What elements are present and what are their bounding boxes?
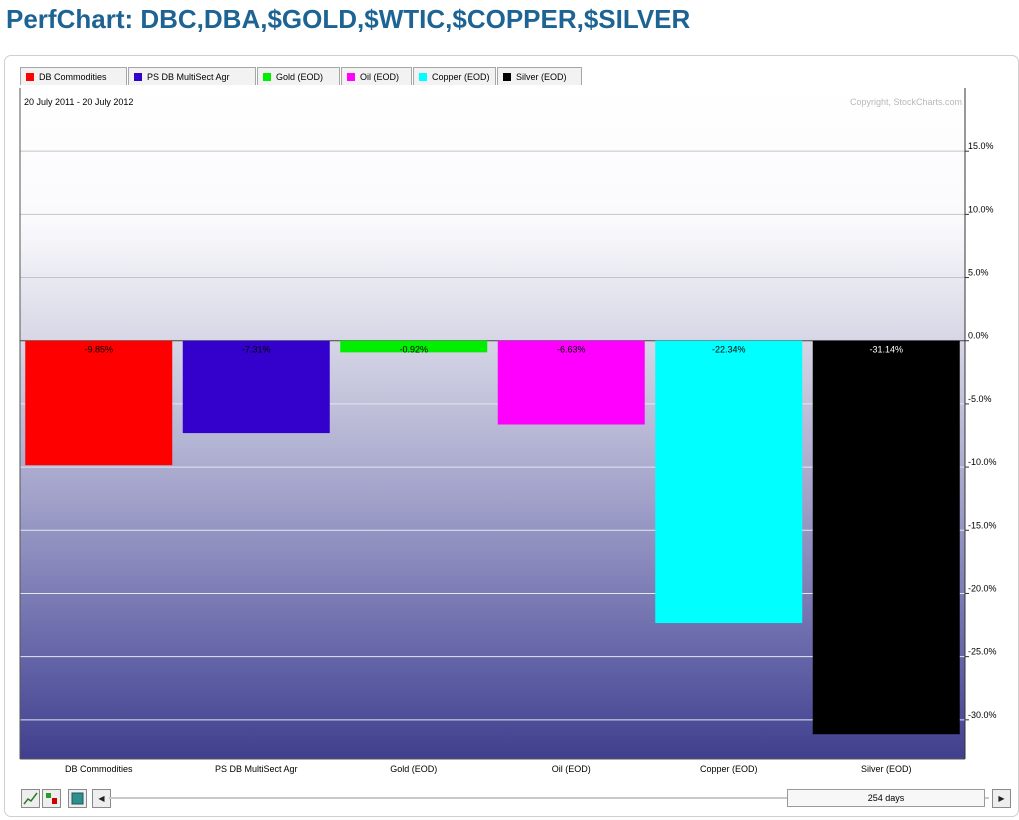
page-title: PerfChart: DBC,DBA,$GOLD,$WTIC,$COPPER,$… [6,4,691,34]
legend-label: Copper (EOD) [432,71,490,82]
days-slider[interactable]: 254 days [787,789,985,807]
legend-item[interactable]: PS DB MultiSect Agr [128,67,256,85]
y-tick-label: -15.0% [968,520,997,530]
y-axis: 15.0% 10.0% 5.0% 0.0% -5.0% -10.0% -15.0% -20.0… [965,141,997,721]
legend-swatch [419,72,427,81]
line-chart-icon[interactable] [21,789,40,808]
legend-label: Oil (EOD) [360,71,399,82]
bar-value-label: -0.92% [399,345,428,355]
grid-lines [20,150,965,721]
x-tick-label: DB Commodities [65,764,133,774]
bar [812,340,960,735]
legend-label: Gold (EOD) [276,71,324,82]
legend-item[interactable]: Oil (EOD) [341,67,412,85]
legend-item[interactable]: Copper (EOD) [413,67,496,85]
y-tick-label: -10.0% [968,457,997,467]
legend-swatch [134,72,142,81]
bar-value-label: -31.14% [869,345,903,355]
bar-value-label: -7.31% [242,345,271,355]
bar-chart-icon[interactable] [42,789,61,808]
legend-swatch [503,72,511,81]
bar [655,340,803,624]
scrollbar-track[interactable] [109,797,989,799]
y-tick-label: 10.0% [968,204,994,214]
legend-item[interactable]: DB Commodities [20,67,127,85]
y-tick-label: 5.0% [968,268,989,278]
plot-background [20,88,965,759]
bar [25,340,173,466]
legend-item[interactable]: Silver (EOD) [497,67,582,85]
x-tick-label: PS DB MultiSect Agr [215,764,298,774]
legend-label: DB Commodities [39,71,107,82]
bars [25,340,960,735]
legend-label: Silver (EOD) [516,71,567,82]
x-tick-label: Oil (EOD) [552,764,591,774]
y-tick-label: -20.0% [968,583,997,593]
y-tick-label: -5.0% [968,394,992,404]
copyright-text: Copyright, StockCharts.com [850,97,962,107]
legend-label: PS DB MultiSect Agr [147,71,230,82]
bar-value-labels: -9.85% -7.31% -0.92% -6.63% -22.34% -31.14% [84,345,903,355]
legend-swatch [347,72,355,81]
fill-icon[interactable] [68,789,87,808]
bar [340,340,488,353]
x-tick-label: Copper (EOD) [700,764,758,774]
bar [497,340,645,425]
bar-value-label: -9.85% [84,345,113,355]
y-tick-label: 0.0% [968,331,989,341]
y-tick-label: -25.0% [968,647,997,657]
bar-value-label: -22.34% [712,345,746,355]
y-tick-label: 15.0% [968,141,994,151]
legend-item[interactable]: Gold (EOD) [257,67,340,85]
date-range: 20 July 2011 - 20 July 2012 [24,97,133,107]
legend-swatch [263,72,271,81]
x-tick-label: Silver (EOD) [861,764,912,774]
y-tick-label: -30.0% [968,710,997,720]
scroll-right-icon[interactable]: ▶ [992,789,1011,808]
bar-value-label: -6.63% [557,345,586,355]
legend-swatch [26,72,34,81]
x-axis: DB Commodities PS DB MultiSect Agr Gold (E… [65,764,912,774]
x-tick-label: Gold (EOD) [390,764,437,774]
bar [182,340,330,434]
